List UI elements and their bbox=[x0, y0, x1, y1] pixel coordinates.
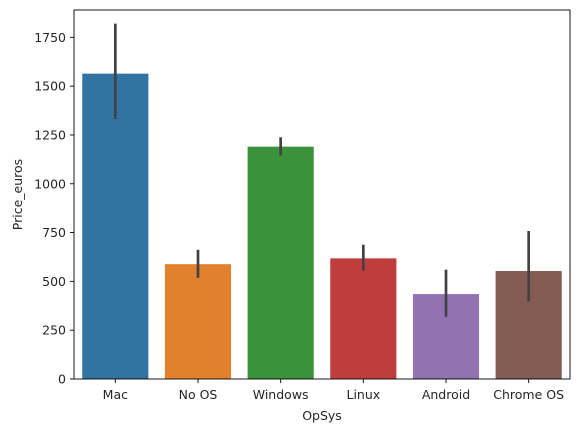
y-ticks-group: 0 250 500 750 1000 1250 1500 1750 bbox=[34, 30, 74, 387]
y-tick-label: 1000 bbox=[34, 176, 66, 191]
plot-frame bbox=[73, 9, 571, 380]
y-tick-label: 0 bbox=[58, 372, 66, 387]
x-tick-label: Windows bbox=[253, 387, 309, 402]
error-bars-group bbox=[113, 23, 531, 317]
x-ticks-group: Mac No OS Windows Linux Android Chrome OS bbox=[103, 379, 564, 402]
x-tick-label: Mac bbox=[103, 387, 128, 402]
x-tick-label: Chrome OS bbox=[493, 387, 564, 402]
bar-windows bbox=[247, 146, 314, 379]
bar-linux bbox=[330, 258, 397, 379]
y-axis-label: Price_euros bbox=[10, 159, 25, 230]
x-axis-label: OpSys bbox=[302, 408, 342, 423]
y-tick-label: 1250 bbox=[34, 127, 66, 142]
y-tick-label: 250 bbox=[42, 323, 66, 338]
bar-no-os bbox=[164, 264, 232, 379]
bars-group bbox=[82, 73, 562, 380]
y-tick-label: 1500 bbox=[34, 79, 66, 94]
x-tick-label: Android bbox=[422, 387, 470, 402]
bar-mac bbox=[82, 73, 149, 380]
y-tick-label: 1750 bbox=[34, 30, 66, 45]
y-tick-label: 750 bbox=[42, 225, 66, 240]
x-tick-label: No OS bbox=[179, 387, 218, 402]
x-tick-label: Linux bbox=[346, 387, 380, 402]
y-tick-label: 500 bbox=[42, 274, 66, 289]
